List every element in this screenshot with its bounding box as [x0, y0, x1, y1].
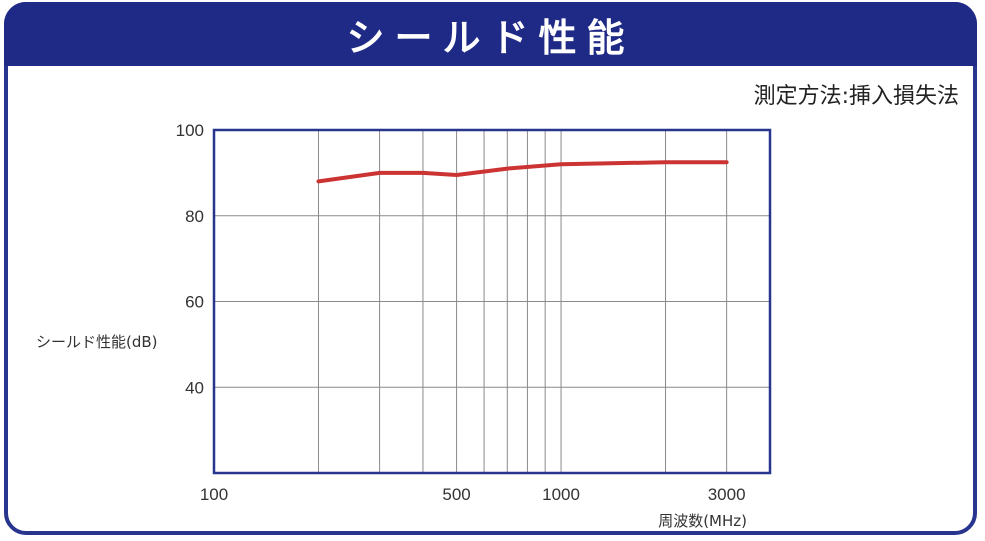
- y-tick-label: 60: [185, 293, 204, 312]
- y-tick-label: 80: [185, 207, 204, 226]
- x-tick-label: 100: [200, 485, 228, 504]
- y-axis-ticks: 40 60 80 100: [176, 121, 204, 397]
- x-tick-label: 500: [442, 485, 470, 504]
- measurement-method: 測定方法:挿入損失法: [753, 84, 959, 109]
- grid-lines: [214, 129, 770, 473]
- y-axis-label: シールド性能(dB): [36, 333, 158, 351]
- x-axis-ticks: 100 500 1000 3000: [200, 485, 746, 504]
- x-tick-label: 3000: [708, 485, 746, 504]
- header-bar: シールド性能: [4, 2, 977, 66]
- x-tick-label: 1000: [542, 485, 580, 504]
- chart-frame: [4, 2, 977, 535]
- y-tick-label: 100: [176, 121, 204, 140]
- shield-performance-line: [316, 160, 729, 184]
- page-title: シールド性能: [346, 15, 635, 60]
- plot-area-border: [212, 128, 772, 475]
- x-axis-label: 周波数(MHz): [658, 512, 747, 530]
- y-tick-label: 40: [185, 378, 204, 397]
